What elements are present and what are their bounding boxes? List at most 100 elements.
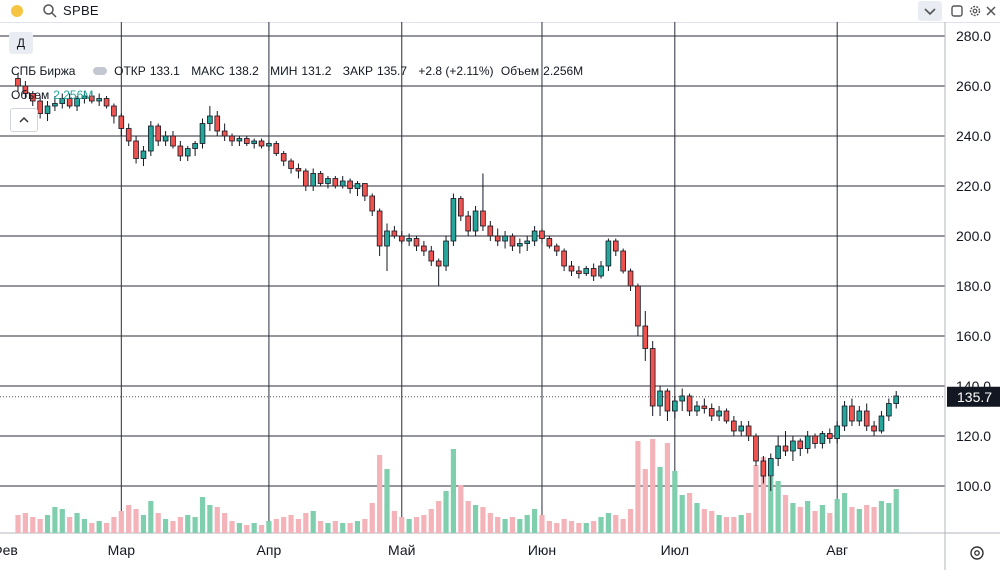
price-tick-label: 240.0: [956, 128, 991, 144]
candle-body: [863, 410, 870, 427]
candle-body: [384, 230, 390, 247]
timeframe-button[interactable]: Д: [9, 32, 33, 54]
volume-bar: [532, 509, 538, 533]
volume-bar: [74, 513, 80, 533]
candle-body: [465, 215, 471, 232]
candle-body: [376, 210, 383, 247]
candle-body: [583, 268, 590, 274]
volume-bar: [627, 509, 634, 533]
volume-bar: [694, 503, 700, 533]
volume-bar: [686, 493, 693, 533]
volume-bar: [679, 495, 685, 533]
candle-body: [162, 135, 169, 142]
volume-bar: [524, 515, 530, 533]
candle-body: [804, 435, 811, 449]
candle-body: [103, 98, 110, 107]
status-dot-icon: [11, 5, 23, 17]
candle-body: [546, 238, 553, 247]
candle-body: [243, 138, 250, 144]
volume-bar: [273, 519, 279, 533]
volume-bar: [44, 515, 51, 533]
candle-body: [745, 425, 752, 437]
candle-body: [819, 433, 826, 444]
volume-bar: [583, 523, 589, 533]
candle-body: [716, 410, 722, 417]
maximize-icon[interactable]: [950, 4, 964, 18]
candle-body: [199, 123, 206, 144]
low-value: МИН 131.2: [270, 64, 332, 78]
candle-body: [472, 210, 479, 232]
visibility-toggle[interactable]: [92, 66, 107, 75]
price-tick-label: 260.0: [956, 78, 991, 94]
candle-body: [118, 115, 125, 129]
volume-bar: [214, 507, 220, 533]
candle-body: [140, 150, 147, 159]
volume-bar: [258, 525, 265, 533]
volume-bar: [827, 513, 833, 533]
collapse-button[interactable]: [918, 1, 942, 21]
time-tick-label: Май: [388, 542, 415, 558]
candle-body: [568, 265, 575, 272]
volume-bar: [236, 523, 242, 533]
volume-bar: [317, 521, 324, 533]
volume-bar: [620, 519, 626, 533]
volume-bar: [140, 515, 147, 533]
settings-icon[interactable]: [968, 544, 986, 562]
candle-body: [421, 245, 427, 252]
candle-body: [207, 115, 213, 124]
close-icon[interactable]: [984, 4, 998, 18]
volume-bar: [37, 519, 43, 533]
volume-bar: [391, 511, 397, 533]
volume-bar: [295, 519, 302, 533]
gear-icon[interactable]: [968, 4, 982, 18]
candle-body: [812, 435, 818, 444]
volume-bar: [878, 501, 885, 533]
volume-bar: [723, 517, 730, 533]
volume-bar: [163, 519, 169, 533]
search-icon[interactable]: [42, 3, 58, 19]
time-tick-label: Июл: [661, 542, 689, 558]
price-tick-label: 280.0: [956, 28, 991, 44]
volume-bar: [856, 509, 862, 533]
price-tick-label: 180.0: [956, 278, 991, 294]
volume-bar: [52, 507, 58, 533]
volume-bar: [775, 481, 781, 533]
volume-bar: [864, 505, 870, 533]
candle-body: [280, 153, 287, 162]
candle-body: [89, 95, 95, 102]
candle-body: [531, 230, 538, 242]
volume-bar: [399, 517, 405, 533]
volume-bar: [886, 503, 892, 533]
volume-bar: [841, 493, 848, 533]
candle-body: [767, 458, 774, 477]
candle-body: [428, 250, 435, 262]
collapse-legend-button[interactable]: [10, 108, 38, 132]
volume-bar: [406, 519, 412, 533]
candle-body: [236, 138, 243, 142]
volume-bar: [340, 523, 346, 533]
volume-bar: [650, 439, 656, 533]
candle-body: [834, 425, 840, 439]
candle-body: [708, 408, 715, 417]
volume-bar: [613, 515, 619, 533]
volume-bar: [303, 513, 309, 533]
candle-body: [457, 198, 464, 217]
symbol-input[interactable]: SPBE: [63, 3, 99, 18]
candle-body: [310, 173, 316, 187]
candle-body: [856, 410, 863, 422]
candle-body: [22, 85, 29, 94]
volume-bar: [222, 513, 228, 533]
candle-body: [605, 240, 612, 267]
volume-bar: [487, 513, 493, 533]
candle-body: [502, 235, 508, 242]
candle-body: [266, 143, 272, 147]
volume-bar: [443, 491, 449, 533]
candle-body: [878, 415, 885, 432]
volume-bar: [642, 469, 648, 533]
volume-bar: [126, 505, 132, 533]
volume-bar: [89, 523, 95, 533]
volume-bar: [576, 523, 582, 533]
volume-bar: [605, 513, 611, 533]
volume-bar: [591, 521, 597, 533]
